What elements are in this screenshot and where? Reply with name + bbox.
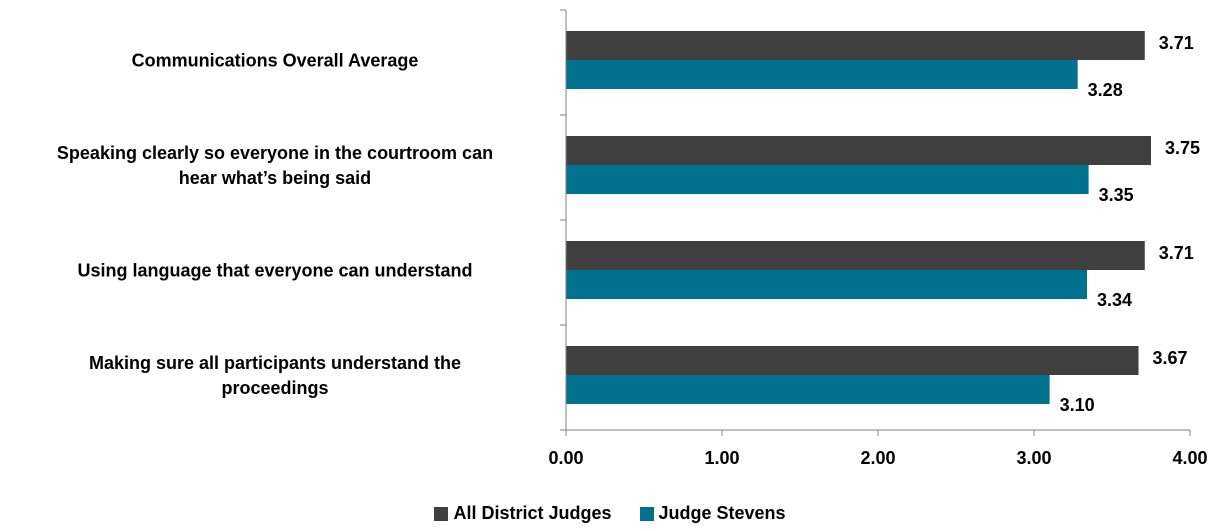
bar-all-district-judges-3 xyxy=(566,346,1139,375)
x-tick-label-4: 4.00 xyxy=(1172,448,1207,468)
category-label-3: Making sure all participants understand … xyxy=(88,353,462,398)
legend: All District Judges Judge Stevens xyxy=(0,503,1220,524)
x-tick-label-1: 1.00 xyxy=(704,448,739,468)
data-label-all-district-judges-3: 3.67 xyxy=(1153,348,1188,368)
data-label-all-district-judges-0: 3.71 xyxy=(1159,33,1194,53)
category-label-1: Speaking clearly so everyone in the cour… xyxy=(56,143,494,188)
legend-label-all-district-judges: All District Judges xyxy=(453,503,612,523)
data-label-all-district-judges-1: 3.75 xyxy=(1165,138,1200,158)
x-tick-label-3: 3.00 xyxy=(1016,448,1051,468)
x-tick-label-0: 0.00 xyxy=(548,448,583,468)
category-label-2: Using language that everyone can underst… xyxy=(77,260,473,281)
bar-all-district-judges-0 xyxy=(566,31,1145,60)
data-label-judge-stevens-1: 3.35 xyxy=(1099,185,1134,205)
bar-judge-stevens-1 xyxy=(566,165,1089,194)
category-label-0: Communications Overall Average xyxy=(131,50,419,71)
x-tick-label-2: 2.00 xyxy=(860,448,895,468)
data-label-all-district-judges-2: 3.71 xyxy=(1159,243,1194,263)
bar-judge-stevens-0 xyxy=(566,60,1078,89)
legend-swatch-all-district-judges xyxy=(434,506,449,521)
legend-label-judge-stevens: Judge Stevens xyxy=(658,503,786,523)
bar-judge-stevens-2 xyxy=(566,270,1088,299)
legend-item-all-district-judges: All District Judges xyxy=(434,503,612,524)
legend-swatch-judge-stevens xyxy=(639,506,654,521)
data-label-judge-stevens-2: 3.34 xyxy=(1097,290,1132,310)
bar-judge-stevens-3 xyxy=(566,375,1050,404)
bar-all-district-judges-1 xyxy=(566,136,1151,165)
bar-all-district-judges-2 xyxy=(566,241,1145,270)
data-label-judge-stevens-0: 3.28 xyxy=(1088,80,1123,100)
legend-item-judge-stevens: Judge Stevens xyxy=(639,503,786,524)
data-label-judge-stevens-3: 3.10 xyxy=(1060,395,1095,415)
